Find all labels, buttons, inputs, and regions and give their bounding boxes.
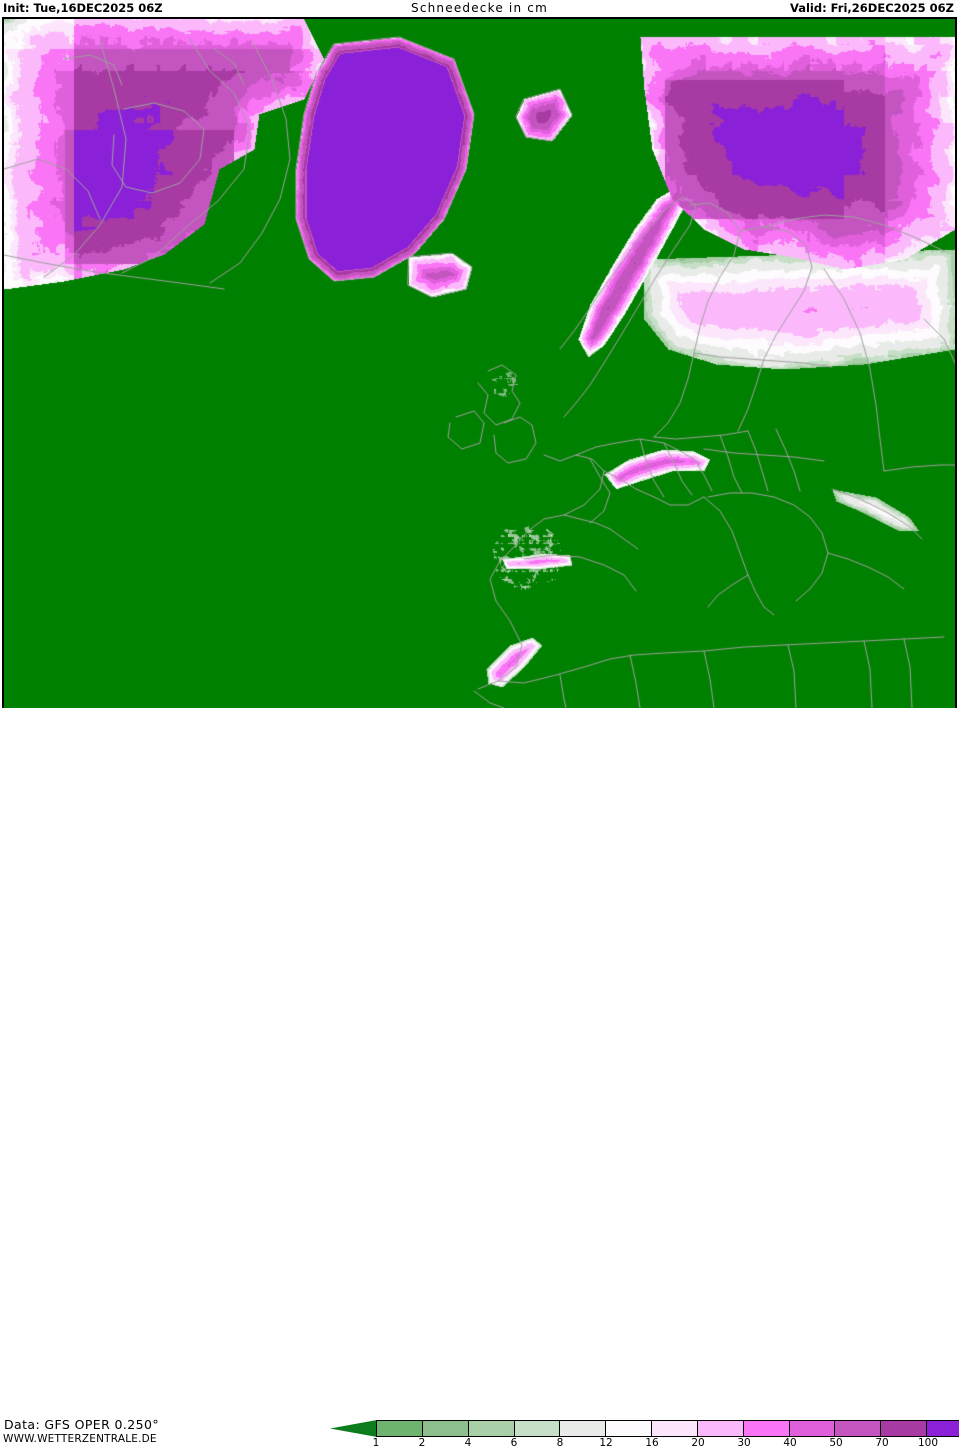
data-source-label: Data: GFS OPER 0.250°: [4, 1417, 159, 1432]
legend-segment: [927, 1421, 959, 1436]
map-title: Schneedecke in cm: [411, 1, 548, 15]
legend-tick: 8: [556, 1437, 564, 1449]
legend-tick: 6: [510, 1437, 518, 1449]
legend-tick: 50: [829, 1437, 843, 1449]
legend-segment: [514, 1421, 561, 1436]
map-footer: Data: GFS OPER 0.250° WWW.WETTERZENTRALE…: [0, 708, 959, 1449]
valid-time-label: Valid: Fri,26DEC2025 06Z: [789, 1, 954, 15]
legend-tick: 2: [418, 1437, 426, 1449]
legend-segment: [560, 1421, 607, 1436]
snow-depth-map-canvas: [4, 19, 955, 708]
map-header: Init: Tue,16DEC2025 06Z Schneedecke in c…: [0, 0, 959, 17]
legend-tick: 100: [917, 1437, 939, 1449]
legend-segment: [697, 1421, 744, 1436]
legend-segment: [743, 1421, 790, 1436]
legend-tick: 40: [783, 1437, 797, 1449]
legend-color-bar: [376, 1420, 959, 1437]
legend-below-min-arrow-icon: [330, 1420, 377, 1437]
map-frame: [2, 17, 957, 710]
legend-segment: [422, 1421, 469, 1436]
color-legend: 1 2 4 6 8 12 16 20 30 40 50 70 100: [330, 1420, 959, 1449]
legend-tick: 16: [645, 1437, 659, 1449]
legend-tick: 70: [875, 1437, 889, 1449]
website-label: WWW.WETTERZENTRALE.DE: [3, 1433, 157, 1445]
legend-tick: 12: [599, 1437, 613, 1449]
legend-tick-labels: 1 2 4 6 8 12 16 20 30 40 50 70 100: [330, 1437, 958, 1449]
legend-tick: 4: [464, 1437, 472, 1449]
legend-segment: [652, 1421, 698, 1436]
init-time-label: Init: Tue,16DEC2025 06Z: [3, 1, 163, 15]
legend-segment: [377, 1421, 423, 1436]
legend-segment: [468, 1421, 515, 1436]
legend-tick: 1: [372, 1437, 380, 1449]
legend-tick: 30: [737, 1437, 751, 1449]
legend-tick: 20: [691, 1437, 705, 1449]
legend-segment: [789, 1421, 836, 1436]
legend-segment: [835, 1421, 882, 1436]
legend-segment: [606, 1421, 653, 1436]
legend-segment: [881, 1421, 928, 1436]
